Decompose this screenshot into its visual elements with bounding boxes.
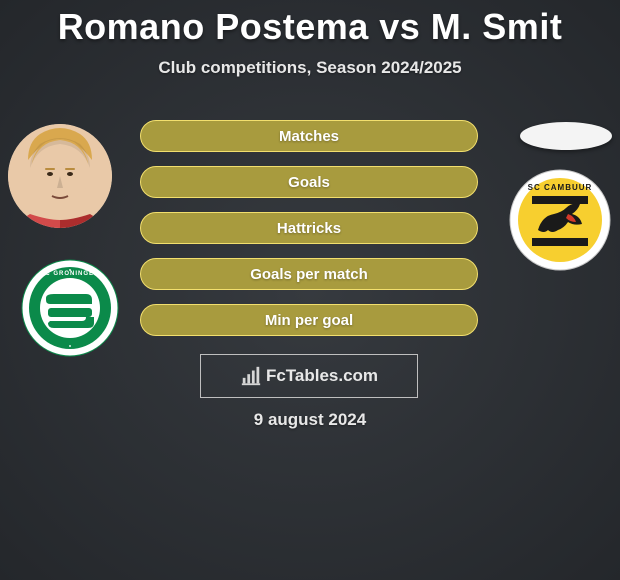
page-title: Romano Postema vs M. Smit: [0, 0, 620, 48]
stat-bar-label: Hattricks: [277, 220, 341, 237]
stat-bar-label: Matches: [279, 128, 339, 145]
cambuur-text: SC CAMBUUR: [528, 183, 593, 192]
stat-bar-mpg: Min per goal: [140, 304, 478, 336]
player1-club-badge: FC GRONINGEN: [20, 258, 120, 358]
stat-bar-label: Goals: [288, 174, 330, 191]
stat-bar-gpm: Goals per match: [140, 258, 478, 290]
player1-avatar-svg: [8, 124, 112, 228]
player1-avatar: [8, 124, 112, 228]
watermark: FcTables.com: [200, 354, 418, 398]
stat-bars: Matches Goals Hattricks Goals per match …: [140, 120, 478, 350]
stat-bar-hattricks: Hattricks: [140, 212, 478, 244]
groningen-badge-svg: FC GRONINGEN: [20, 258, 120, 358]
stat-bar-label: Goals per match: [250, 266, 368, 283]
date-label: 9 august 2024: [0, 410, 620, 430]
watermark-text: FcTables.com: [266, 366, 378, 386]
player2-avatar-placeholder: [520, 122, 612, 150]
stat-bar-matches: Matches: [140, 120, 478, 152]
cambuur-badge-svg: SC CAMBUUR: [508, 168, 612, 272]
player2-club-badge: SC CAMBUUR: [508, 168, 612, 272]
svg-text:FC GRONINGEN: FC GRONINGEN: [41, 271, 100, 277]
stat-bar-label: Min per goal: [265, 312, 353, 329]
stat-bar-goals: Goals: [140, 166, 478, 198]
chart-icon: [240, 365, 262, 387]
page-subtitle: Club competitions, Season 2024/2025: [0, 58, 620, 78]
